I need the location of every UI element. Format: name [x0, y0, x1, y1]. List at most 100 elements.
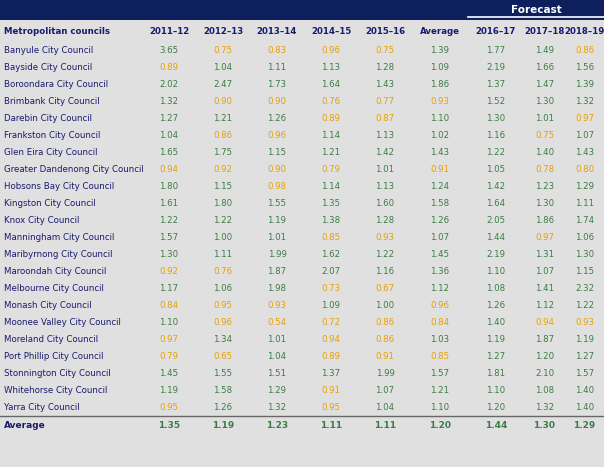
Text: 1.39: 1.39	[575, 80, 594, 89]
Text: 0.91: 0.91	[376, 352, 394, 361]
Text: 1.43: 1.43	[431, 148, 449, 157]
Text: 1.35: 1.35	[321, 199, 341, 208]
Text: 1.11: 1.11	[268, 63, 286, 72]
Text: 1.65: 1.65	[159, 148, 179, 157]
Text: 2015–16: 2015–16	[365, 27, 405, 35]
Text: 1.64: 1.64	[321, 80, 341, 89]
Text: 1.01: 1.01	[268, 233, 286, 242]
Text: 0.84: 0.84	[431, 318, 449, 327]
Text: 0.67: 0.67	[376, 284, 394, 293]
Text: 0.86: 0.86	[213, 131, 233, 140]
Text: 1.30: 1.30	[535, 97, 554, 106]
Text: 0.76: 0.76	[321, 97, 341, 106]
Text: Forecast: Forecast	[510, 5, 561, 15]
Text: Manningham City Council: Manningham City Council	[4, 233, 114, 242]
Text: Yarra City Council: Yarra City Council	[4, 403, 80, 412]
Text: 1.40: 1.40	[575, 386, 594, 395]
Text: 2.07: 2.07	[321, 267, 341, 276]
Text: 1.37: 1.37	[486, 80, 506, 89]
Text: 1.56: 1.56	[575, 63, 594, 72]
Text: 1.07: 1.07	[376, 386, 394, 395]
Text: 0.95: 0.95	[321, 403, 341, 412]
Text: 2.10: 2.10	[535, 369, 554, 378]
Bar	[0, 195, 604, 212]
Text: 0.95: 0.95	[213, 301, 233, 310]
Text: Boroondara City Council: Boroondara City Council	[4, 80, 108, 89]
Text: 1.99: 1.99	[376, 369, 394, 378]
Text: 1.07: 1.07	[535, 267, 554, 276]
Bar	[0, 93, 604, 110]
Text: 1.34: 1.34	[213, 335, 233, 344]
Text: 1.10: 1.10	[431, 114, 449, 123]
Text: 1.09: 1.09	[431, 63, 449, 72]
Text: 1.52: 1.52	[486, 97, 506, 106]
Text: 1.32: 1.32	[575, 97, 594, 106]
Text: Average: Average	[420, 27, 460, 35]
Bar	[0, 144, 604, 161]
Text: 0.94: 0.94	[321, 335, 341, 344]
Text: Frankston City Council: Frankston City Council	[4, 131, 100, 140]
Text: 1.20: 1.20	[429, 421, 451, 430]
Text: 0.96: 0.96	[321, 46, 341, 55]
Text: 1.10: 1.10	[486, 386, 506, 395]
Text: 1.30: 1.30	[535, 199, 554, 208]
Text: 0.97: 0.97	[575, 114, 594, 123]
Text: 2012–13: 2012–13	[203, 27, 243, 35]
Text: 0.93: 0.93	[431, 97, 449, 106]
Text: 1.80: 1.80	[159, 182, 179, 191]
Text: 1.45: 1.45	[159, 369, 179, 378]
Text: 1.08: 1.08	[486, 284, 506, 293]
Text: 1.01: 1.01	[376, 165, 394, 174]
Text: 1.74: 1.74	[575, 216, 594, 225]
Text: 1.40: 1.40	[486, 318, 506, 327]
Text: 1.21: 1.21	[321, 148, 341, 157]
Text: 0.90: 0.90	[213, 97, 233, 106]
Text: 1.01: 1.01	[268, 335, 286, 344]
Text: 1.16: 1.16	[486, 131, 506, 140]
Text: 1.43: 1.43	[376, 80, 394, 89]
Text: 0.85: 0.85	[431, 352, 449, 361]
Bar	[0, 416, 604, 435]
Text: 0.91: 0.91	[321, 386, 341, 395]
Text: 1.40: 1.40	[575, 403, 594, 412]
Text: 1.87: 1.87	[268, 267, 286, 276]
Text: 1.29: 1.29	[268, 386, 286, 395]
Text: 1.12: 1.12	[431, 284, 449, 293]
Text: 0.77: 0.77	[376, 97, 394, 106]
Text: Port Phillip City Council: Port Phillip City Council	[4, 352, 103, 361]
Text: 1.26: 1.26	[268, 114, 286, 123]
Text: 0.94: 0.94	[535, 318, 554, 327]
Text: 1.19: 1.19	[575, 335, 594, 344]
Text: 0.93: 0.93	[575, 318, 594, 327]
Bar	[0, 365, 604, 382]
Text: 1.12: 1.12	[535, 301, 554, 310]
Text: 1.16: 1.16	[376, 267, 394, 276]
Text: 1.62: 1.62	[321, 250, 341, 259]
Text: 1.22: 1.22	[159, 216, 179, 225]
Text: 1.00: 1.00	[213, 233, 233, 242]
Text: 1.98: 1.98	[268, 284, 286, 293]
Text: 1.36: 1.36	[431, 267, 449, 276]
Text: 1.17: 1.17	[159, 284, 179, 293]
Text: 1.07: 1.07	[431, 233, 449, 242]
Text: 1.07: 1.07	[575, 131, 594, 140]
Text: 1.19: 1.19	[212, 421, 234, 430]
Text: Moonee Valley City Council: Moonee Valley City Council	[4, 318, 121, 327]
Text: 1.57: 1.57	[159, 233, 179, 242]
Text: 2.47: 2.47	[213, 80, 233, 89]
Text: 1.27: 1.27	[159, 114, 179, 123]
Text: 1.11: 1.11	[213, 250, 233, 259]
Text: 0.86: 0.86	[376, 318, 394, 327]
Text: 0.75: 0.75	[535, 131, 554, 140]
Bar	[0, 76, 604, 93]
Text: 2.19: 2.19	[486, 63, 506, 72]
Text: 1.77: 1.77	[486, 46, 506, 55]
Text: 0.91: 0.91	[431, 165, 449, 174]
Text: 1.13: 1.13	[376, 131, 394, 140]
Text: 1.01: 1.01	[535, 114, 554, 123]
Bar	[0, 382, 604, 399]
Bar	[0, 348, 604, 365]
Text: 1.66: 1.66	[535, 63, 554, 72]
Text: Melbourne City Council: Melbourne City Council	[4, 284, 104, 293]
Text: 1.28: 1.28	[376, 63, 394, 72]
